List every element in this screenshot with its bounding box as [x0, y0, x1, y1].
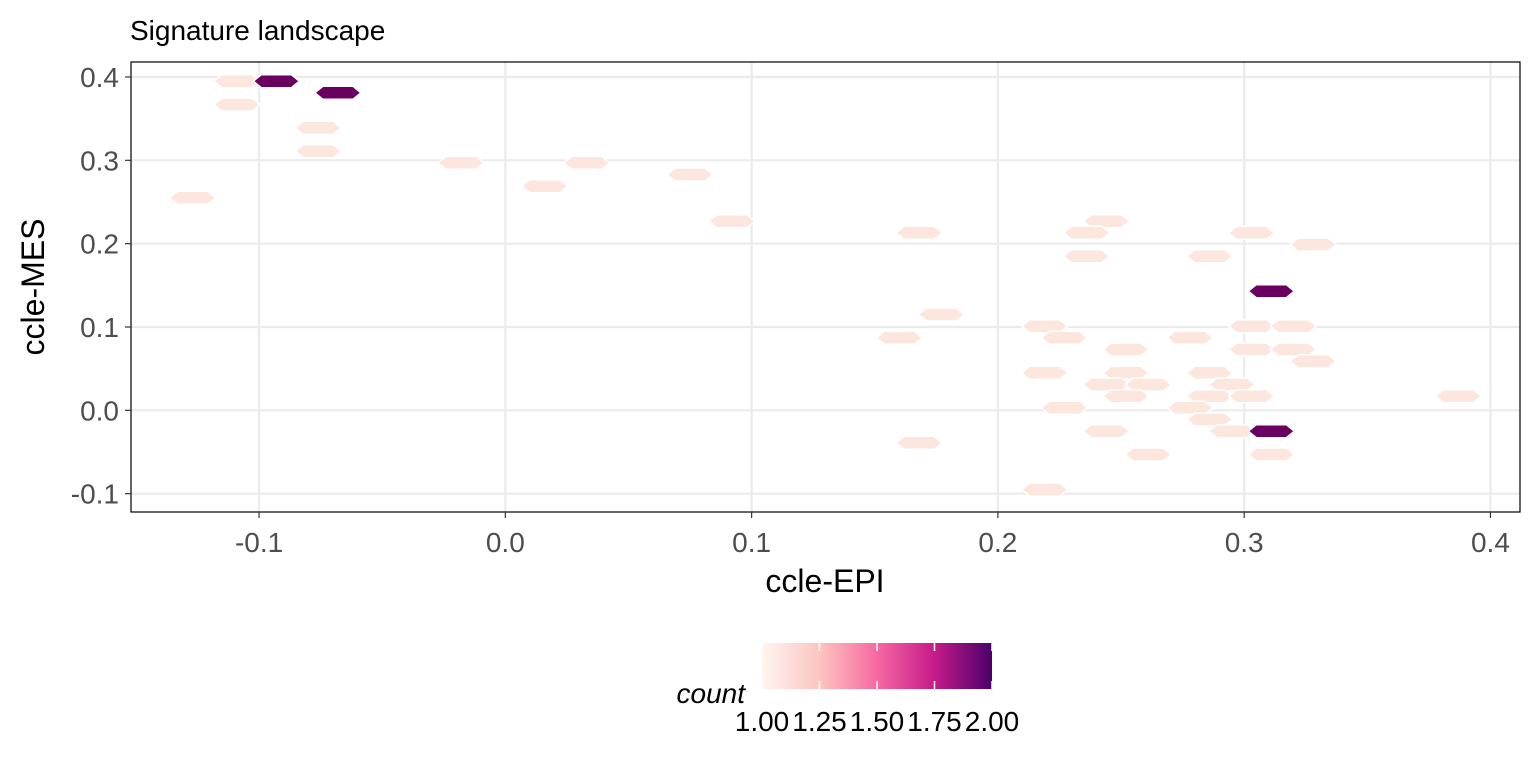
hex-bin: [1269, 318, 1318, 334]
hex-bin: [1227, 388, 1276, 404]
legend-ticks: [761, 643, 993, 689]
hex-bin: [665, 167, 715, 182]
legend-labels: 1.00 1.25 1.50 1.75 2.00: [735, 706, 1020, 737]
hex-bin: [1040, 330, 1089, 346]
legend-label: 1.25: [792, 706, 847, 737]
hex-bin: [1185, 248, 1234, 264]
x-tick-label: 0.1: [732, 527, 771, 558]
hex-bin: [1020, 482, 1069, 497]
hex-bin: [313, 85, 363, 101]
x-tick-label: 0.4: [1471, 527, 1510, 558]
y-axis-title: ccle-MES: [15, 219, 51, 356]
hex-bin: [1227, 342, 1276, 357]
x-tick-label: 0.0: [486, 527, 525, 558]
hex-bin: [1040, 400, 1089, 416]
hex-bin: [1062, 225, 1111, 241]
hex-bin: [436, 155, 486, 171]
hex-bin: [1020, 365, 1069, 381]
hex-bin: [294, 143, 343, 159]
y-tick-label: 0.0: [80, 395, 119, 426]
legend-label: 1.00: [735, 706, 790, 737]
hex-bin: [1227, 318, 1276, 334]
hex-bin: [212, 97, 262, 112]
hex-bin: [1288, 237, 1338, 252]
hex-bin: [1269, 342, 1318, 357]
hex-bin: [1165, 330, 1215, 346]
legend-label: 2.00: [965, 706, 1020, 737]
hex-bin: [707, 213, 757, 229]
hex-bin: [1247, 447, 1296, 462]
hex-bin: [294, 120, 343, 136]
plot-panel-border: [130, 61, 1521, 513]
chart-title: Signature landscape: [130, 15, 385, 46]
hex-bin: [1101, 388, 1151, 404]
hex-bin: [168, 190, 217, 206]
hex-bin: [562, 155, 611, 171]
legend-title: count: [677, 678, 747, 709]
y-tick-label: -0.1: [71, 479, 119, 510]
hex-bin: [1185, 412, 1234, 427]
hex-bin: [520, 178, 569, 194]
y-tick-label: 0.2: [80, 229, 119, 260]
hex-bin: [894, 435, 944, 451]
hex-bin: [875, 330, 924, 346]
hex-bins: [168, 73, 1483, 497]
hex-bin: [1082, 423, 1131, 439]
x-tick-label: 0.2: [978, 527, 1017, 558]
hex-bin: [1288, 353, 1338, 369]
color-legend: count 1.00 1.25 1.50 1.75 2.00: [677, 643, 1020, 737]
y-tick-label: 0.1: [80, 312, 119, 343]
hex-bin: [1020, 318, 1069, 334]
hex-bin: [1101, 342, 1151, 357]
legend-label: 1.75: [907, 706, 962, 737]
x-axis-ticks: -0.1 0.0 0.1 0.2 0.3 0.4: [235, 512, 1510, 558]
y-tick-label: 0.3: [80, 145, 119, 176]
hex-bin: [1185, 365, 1234, 381]
hex-bin: [1247, 283, 1296, 299]
legend-label: 1.50: [850, 706, 905, 737]
hex-bin: [1227, 225, 1276, 241]
hex-bin: [1434, 388, 1483, 404]
hex-bin: [1123, 447, 1173, 462]
x-tick-label: 0.3: [1225, 527, 1264, 558]
hex-bin: [917, 307, 966, 322]
x-tick-label: -0.1: [235, 527, 283, 558]
hex-bin: [1062, 248, 1111, 264]
hex-bin: [894, 225, 944, 241]
hex-bin: [252, 73, 301, 89]
hex-bin: [1165, 400, 1215, 416]
y-axis-ticks: -0.1 0.0 0.1 0.2 0.3 0.4: [71, 62, 131, 510]
y-tick-label: 0.4: [80, 62, 119, 93]
x-axis-title: ccle-EPI: [765, 563, 884, 599]
hex-bin: [1247, 423, 1296, 439]
